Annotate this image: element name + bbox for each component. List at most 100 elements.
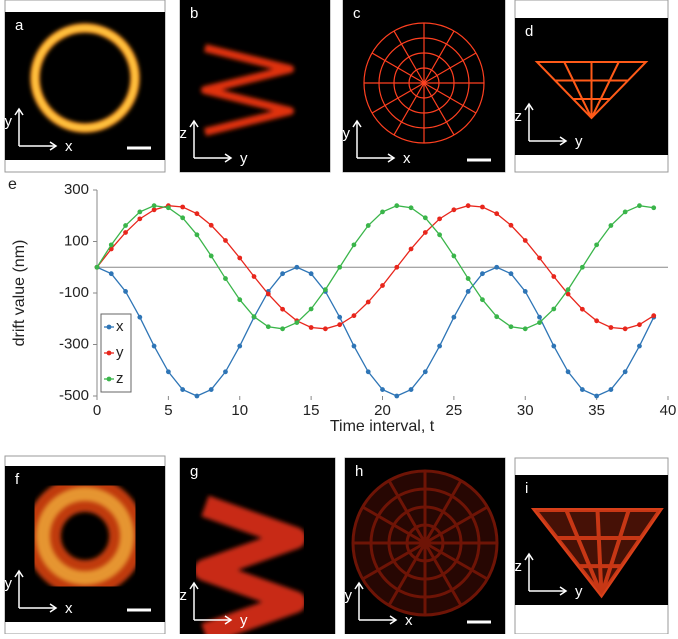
data-point	[365, 369, 371, 375]
data-point	[237, 297, 243, 303]
axis-glyph-label: y	[240, 612, 248, 629]
axis-glyph-label: z	[515, 108, 523, 125]
data-point	[280, 306, 285, 312]
panel-label: e	[8, 176, 17, 193]
grid-spoke	[423, 30, 455, 84]
data-point	[180, 215, 186, 221]
data-point	[323, 287, 328, 293]
image-panel: d z y	[514, 0, 669, 173]
data-point	[94, 264, 100, 270]
ring-core	[36, 487, 134, 585]
x-tick-label: 15	[303, 402, 320, 419]
data-point	[622, 209, 628, 215]
polar-grid	[363, 22, 485, 144]
data-point	[594, 393, 600, 399]
data-point	[123, 230, 128, 235]
data-point	[651, 205, 657, 211]
legend-label: z	[116, 370, 124, 387]
data-point	[537, 320, 542, 326]
triangle-ray	[563, 61, 593, 119]
grid-spoke	[423, 542, 463, 607]
data-point	[480, 204, 485, 210]
axis-glyph-label: x	[403, 150, 411, 167]
data-point	[294, 264, 300, 270]
axis-glyph-label: y	[575, 133, 583, 150]
data-point	[165, 205, 171, 211]
arrow-head	[559, 136, 568, 146]
image-panel: b z y	[179, 0, 331, 173]
data-point	[594, 242, 600, 248]
y-axis-label: drift value (nm)	[11, 240, 28, 347]
data-point	[551, 306, 557, 312]
axes-glyph	[354, 581, 398, 625]
data-point	[437, 232, 442, 238]
arrow-head	[14, 569, 24, 578]
data-point	[522, 326, 528, 332]
arrow-head	[49, 141, 58, 151]
data-point	[465, 276, 471, 281]
data-point	[579, 387, 585, 392]
x-axis-label: Time interval, t	[330, 418, 435, 435]
data-point	[223, 238, 228, 243]
data-point	[365, 223, 371, 228]
data-point	[608, 387, 614, 392]
data-point	[408, 205, 414, 211]
image-panel: i z y	[514, 457, 669, 635]
data-point	[608, 325, 614, 330]
data-point	[180, 387, 186, 392]
image-panel: f y x	[4, 455, 166, 635]
panel-label: f	[15, 471, 20, 488]
axes-glyph	[524, 552, 568, 596]
legend-marker	[106, 350, 112, 356]
data-point	[537, 314, 542, 320]
haze	[353, 471, 497, 615]
axis-glyph-label: x	[65, 138, 73, 155]
data-point	[437, 216, 442, 222]
data-point	[294, 320, 300, 326]
data-point	[394, 264, 400, 270]
axis-glyph-label: x	[405, 612, 413, 629]
data-point	[394, 203, 400, 209]
y-tick-label: 300	[64, 181, 89, 198]
data-point	[508, 324, 514, 330]
grid-spoke	[423, 52, 477, 84]
data-point	[465, 203, 471, 209]
data-point	[594, 318, 600, 324]
data-point	[308, 325, 314, 330]
axes-glyph	[189, 581, 233, 625]
grid-spoke	[371, 82, 425, 114]
data-point	[151, 343, 157, 349]
data-point	[337, 314, 343, 320]
grid-spoke	[361, 541, 426, 581]
data-point	[351, 242, 357, 248]
panel-label: g	[190, 463, 198, 480]
data-point	[151, 203, 157, 209]
data-point	[422, 215, 428, 221]
data-point	[522, 289, 528, 294]
axis-glyph-label: y	[575, 583, 583, 600]
data-point	[579, 306, 585, 312]
data-point	[337, 322, 343, 328]
triangle-ray	[564, 509, 604, 596]
data-point	[437, 343, 442, 349]
y-tick-label: 100	[64, 232, 89, 249]
arrow-head	[524, 102, 534, 111]
grid-spoke	[423, 479, 463, 544]
series-line	[96, 205, 654, 330]
data-point	[451, 314, 457, 320]
panel-label: c	[353, 5, 361, 22]
data-point	[108, 271, 114, 277]
haze	[535, 510, 660, 595]
panel-label: h	[355, 463, 363, 480]
axis-glyph-label: y	[345, 587, 353, 604]
image-panel: h y x	[344, 457, 506, 635]
image-panel: c y x	[342, 0, 506, 173]
data-point	[280, 326, 285, 332]
arrow-head	[354, 581, 364, 590]
data-point	[422, 230, 428, 235]
triangle-ray	[595, 509, 604, 596]
arrow-head	[352, 119, 362, 128]
x-tick-label: 20	[374, 402, 391, 419]
grid-spoke	[387, 542, 427, 607]
